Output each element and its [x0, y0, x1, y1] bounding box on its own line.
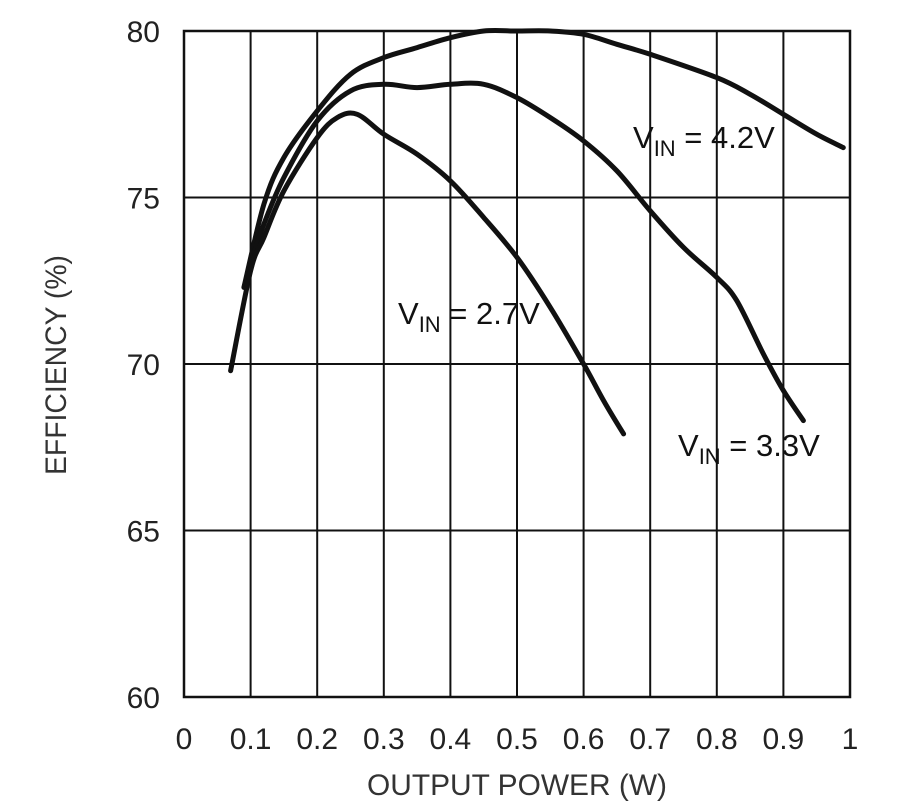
y-tick-label: 60	[127, 682, 160, 715]
x-tick-label: 0.5	[496, 723, 538, 756]
y-tick-label: 65	[127, 516, 160, 549]
series-label-vin-4-2v: VIN = 4.2V	[633, 120, 775, 161]
tick-labels: 0 0.1 0.2 0.3 0.4 0.5 0.6 0.7 0.8 0.9 1 60 65 70 75 80	[127, 16, 859, 756]
x-tick-label: 0.1	[230, 723, 272, 756]
x-tick-label: 0.7	[629, 723, 671, 756]
series-curves	[228, 28, 846, 437]
x-tick-label: 0.6	[563, 723, 605, 756]
x-tick-label: 0.4	[430, 723, 472, 756]
series-curve-vin-4-2v	[241, 28, 846, 290]
x-tick-label: 0.8	[696, 723, 738, 756]
y-tick-label: 80	[127, 16, 160, 49]
y-axis-title: EFFICIENCY (%)	[40, 255, 73, 475]
x-tick-label: 0.9	[763, 723, 805, 756]
x-tick-label: 0	[176, 723, 193, 756]
y-tick-label: 70	[127, 349, 160, 382]
y-tick-label: 75	[127, 183, 160, 216]
x-tick-label: 0.3	[363, 723, 405, 756]
series-label-vin-2-7v: VIN = 2.7V	[398, 296, 540, 337]
series-curve-vin-3-3v	[248, 80, 806, 424]
series-curve-vin-2-7v	[228, 110, 627, 437]
series-labels: VIN = 4.2V VIN = 3.3V VIN = 2.7V	[398, 120, 820, 469]
x-tick-label: 0.2	[296, 723, 338, 756]
x-axis-title: OUTPUT POWER (W)	[367, 769, 667, 802]
x-tick-label: 1	[842, 723, 859, 756]
grid	[182, 29, 852, 699]
series-label-vin-3-3v: VIN = 3.3V	[678, 428, 820, 469]
